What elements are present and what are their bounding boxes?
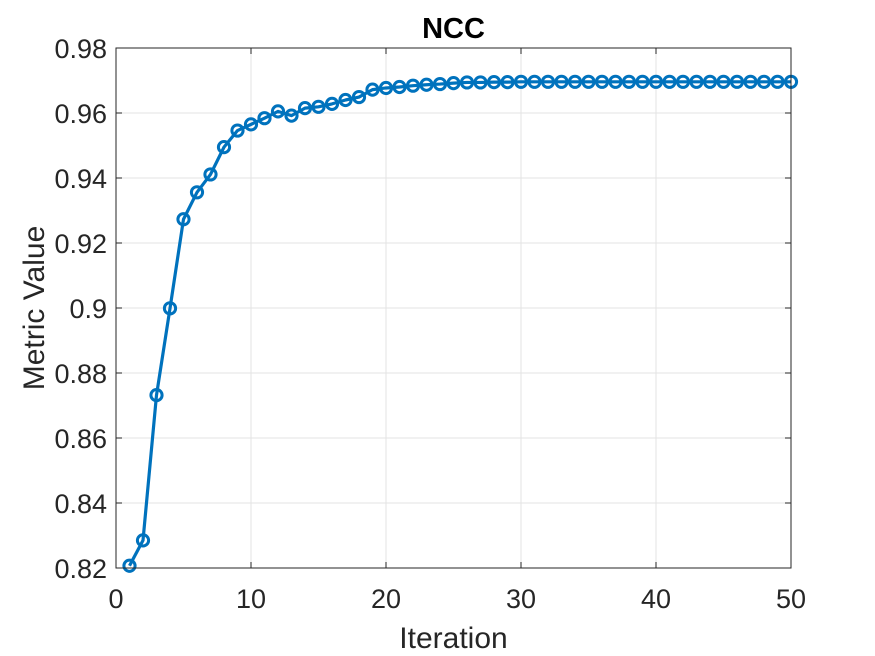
data-point xyxy=(486,75,502,90)
y-tick-label: 0.84 xyxy=(54,489,107,519)
data-point xyxy=(675,74,691,89)
y-tick-label: 0.92 xyxy=(54,229,107,259)
data-point xyxy=(311,99,326,114)
axes-box xyxy=(115,47,792,569)
data-point xyxy=(716,74,731,89)
x-tick-label: 30 xyxy=(506,584,536,614)
data-point xyxy=(513,74,529,89)
y-tick-label: 0.9 xyxy=(69,294,107,324)
data-point xyxy=(297,101,313,116)
data-point xyxy=(648,74,664,89)
data-point xyxy=(365,82,380,97)
x-tick-labels: 0 10 20 30 40 50 xyxy=(108,584,806,614)
y-tick-label: 0.88 xyxy=(54,359,107,389)
y-axis-label: Metric Value xyxy=(18,226,51,391)
y-tick-label: 0.86 xyxy=(54,424,107,454)
data-point xyxy=(689,74,704,89)
x-axis-label: Iteration xyxy=(399,622,507,655)
y-tick-labels: 0.82 0.84 0.86 0.88 0.9 0.92 0.94 0.96 0.98 xyxy=(54,34,107,584)
data-point xyxy=(729,74,745,89)
data-point xyxy=(230,123,245,138)
data-point xyxy=(405,78,421,93)
data-point xyxy=(216,140,232,155)
data-point xyxy=(756,74,772,89)
y-tick-label: 0.96 xyxy=(54,99,107,129)
data-point xyxy=(162,301,178,316)
data-point xyxy=(203,167,218,182)
data-point xyxy=(594,74,610,89)
data-point xyxy=(392,79,407,95)
chart-title: NCC xyxy=(422,13,485,45)
series-group xyxy=(122,74,799,573)
data-point xyxy=(770,74,785,89)
data-point xyxy=(635,74,650,89)
data-point xyxy=(149,388,164,403)
data-point xyxy=(702,74,718,89)
data-point xyxy=(581,74,596,89)
y-tick-label: 0.94 xyxy=(54,164,107,194)
data-point xyxy=(324,96,340,112)
data-point xyxy=(500,75,515,90)
x-tick-label: 10 xyxy=(236,584,266,614)
data-point xyxy=(432,76,448,92)
data-point xyxy=(743,74,758,89)
data-point xyxy=(540,74,556,89)
x-tick-label: 0 xyxy=(108,584,123,614)
data-point xyxy=(257,111,272,126)
data-point xyxy=(608,74,623,89)
data-point xyxy=(243,117,259,132)
data-point xyxy=(459,75,475,90)
data-point xyxy=(270,104,286,119)
x-tick-label: 20 xyxy=(371,584,401,614)
data-point xyxy=(122,558,137,573)
data-point xyxy=(473,75,488,90)
data-point xyxy=(567,74,583,89)
x-tick-label: 50 xyxy=(776,584,806,614)
y-tick-label: 0.98 xyxy=(54,34,107,64)
data-point xyxy=(338,92,353,108)
data-point xyxy=(527,74,542,89)
data-point xyxy=(554,74,569,89)
data-point xyxy=(419,77,434,92)
data-point xyxy=(284,108,299,123)
data-point xyxy=(446,76,461,91)
data-point xyxy=(135,533,151,548)
data-point xyxy=(621,74,637,89)
y-tick-label: 0.82 xyxy=(54,554,107,584)
data-point xyxy=(176,212,191,227)
x-tick-label: 40 xyxy=(641,584,671,614)
data-point xyxy=(378,80,394,96)
data-point xyxy=(351,89,367,105)
grid-lines xyxy=(116,48,791,568)
data-point xyxy=(189,185,205,200)
data-point xyxy=(662,74,677,89)
